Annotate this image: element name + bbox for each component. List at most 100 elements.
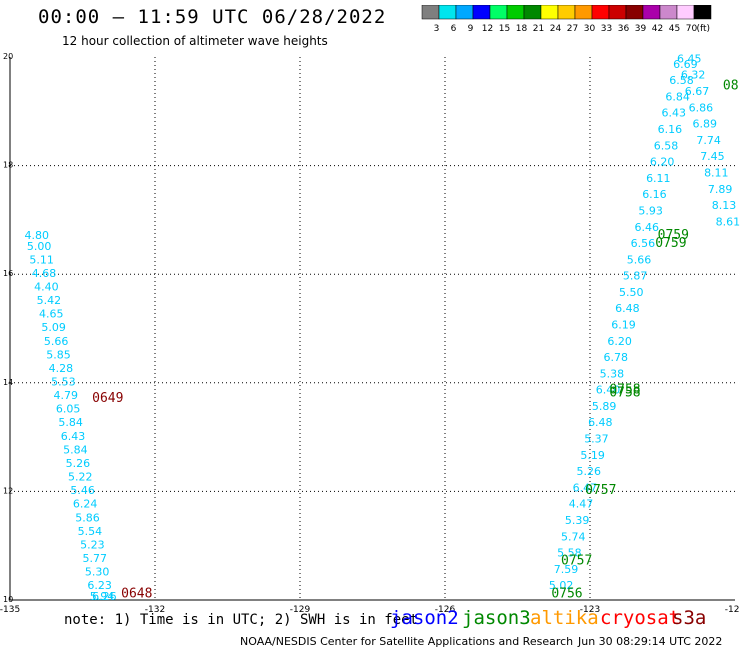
- wave-height-label: 6.26: [92, 590, 117, 603]
- pass-time-label: 0649: [92, 391, 123, 406]
- legend-bin-label: 3: [434, 24, 440, 34]
- legend-bin-label: 21: [533, 24, 544, 34]
- legend-bin-label: 30: [584, 24, 596, 34]
- wave-height-label: 6.78: [604, 351, 629, 364]
- wave-height-label: 4.28: [49, 362, 74, 375]
- wave-height-label: 6.47: [573, 481, 598, 494]
- legend-bin-label: 45: [669, 24, 680, 34]
- wave-height-label: 6.46: [634, 221, 659, 234]
- x-tick-label: -126: [435, 605, 456, 615]
- wave-height-label: 6.20: [607, 335, 632, 348]
- wave-height-label: 6.40: [596, 384, 621, 397]
- legend-bin-label: 33: [601, 24, 612, 34]
- wave-height-label: 5.84: [63, 443, 88, 456]
- wave-height-label: 5.19: [580, 449, 605, 462]
- wave-height-label: 5.39: [565, 514, 590, 527]
- wave-height-label: 6.43: [662, 107, 687, 120]
- wave-height-label: 6.23: [87, 579, 112, 592]
- wave-height-label: 6.24: [73, 498, 98, 511]
- wave-height-label: 4.65: [39, 308, 64, 321]
- wave-height-label: 6.56: [631, 237, 656, 250]
- footer-timestamp: Jun 30 08:29:14 UTC 2022: [578, 635, 723, 648]
- wave-height-label: 5.09: [41, 321, 66, 334]
- wave-height-label: 6.84: [665, 90, 690, 103]
- wave-height-label: 7.74: [696, 134, 721, 147]
- x-tick-label: -132: [145, 605, 165, 615]
- wave-height-label: 5.74: [561, 530, 586, 543]
- wave-height-label: 5.46: [70, 484, 95, 497]
- wave-height-label: 8.61: [716, 215, 740, 228]
- wave-height-label: 5.38: [600, 367, 625, 380]
- legend-bin-label: 39: [635, 24, 647, 34]
- wave-height-label: 6.32: [681, 69, 706, 82]
- wave-height-label: 6.89: [692, 118, 717, 131]
- wave-height-label: 6.69: [673, 58, 698, 71]
- wave-height-label: 5.58: [557, 547, 582, 560]
- legend-bin-label: 36: [618, 24, 630, 34]
- wave-height-label: 6.58: [654, 139, 679, 152]
- wave-height-label: 7.59: [554, 563, 579, 576]
- wave-height-label: 6.48: [615, 302, 640, 315]
- legend-bin-label: 15: [499, 24, 510, 34]
- pass-time-label: 0756: [551, 586, 582, 601]
- wave-height-label: 5.53: [51, 376, 75, 389]
- legend-cryosat: cryosat: [600, 607, 681, 629]
- wave-height-label: 6.45: [677, 52, 702, 65]
- page-subtitle: 12 hour collection of altimeter wave hei…: [62, 34, 328, 48]
- wave-height-label: 8.13: [712, 199, 737, 212]
- wave-height-label: 7.89: [708, 183, 733, 196]
- wave-height-label: 5.26: [576, 465, 601, 478]
- wave-height-label: 6.19: [611, 319, 636, 332]
- wave-height-label: 5.50: [619, 286, 644, 299]
- wave-height-label: 6.43: [61, 430, 86, 443]
- wave-height-label: 7.45: [700, 150, 725, 163]
- legend-bin-label: 70: [686, 24, 698, 34]
- wave-height-label: 5.66: [44, 335, 68, 348]
- footer-credit: NOAA/NESDIS Center for Satellite Applica…: [240, 635, 574, 648]
- pass-time-label: 08: [723, 79, 739, 94]
- wave-height-label: 5.54: [78, 525, 103, 538]
- wave-height-label: 5.86: [75, 511, 100, 524]
- legend-swatch: [693, 5, 712, 20]
- x-tick-label: -135: [0, 605, 20, 615]
- wave-height-label: 5.84: [58, 416, 82, 429]
- wave-height-label: 4.68: [32, 267, 57, 280]
- wave-height-label: 5.37: [584, 433, 609, 446]
- wave-height-label: 5.00: [27, 240, 51, 253]
- wave-height-label: 5.26: [66, 457, 91, 470]
- wave-height-label: 5.11: [29, 253, 54, 266]
- legend-bin-label: 6: [451, 24, 457, 34]
- wave-height-label: 6.16: [658, 123, 683, 136]
- wave-height-label: 5.94: [90, 590, 115, 603]
- x-tick-label: -129: [290, 605, 311, 615]
- wave-height-label: 6.67: [685, 85, 710, 98]
- y-tick-label: 14: [3, 378, 13, 387]
- color-legend: 3 6 9 12 15 18 21 24 27 30 33 36 39 42 45 70 (ft): [421, 5, 712, 34]
- wave-height-label: 8.11: [704, 166, 729, 179]
- y-tick-label: 16: [3, 269, 13, 278]
- wave-height-label: 5.87: [623, 270, 648, 283]
- wave-height-label: 5.89: [592, 400, 617, 413]
- pass-time-label: 0759: [655, 236, 686, 251]
- legend-bin-label: 42: [652, 24, 663, 34]
- legend-bin-label: 9: [468, 24, 474, 34]
- legend-s3a: s3a: [672, 607, 707, 629]
- wave-height-label: 6.86: [689, 101, 714, 114]
- y-tick-label: 20: [3, 52, 13, 61]
- wave-height-label: 6.20: [650, 156, 675, 169]
- wave-height-label: 5.02: [549, 579, 574, 592]
- footer-note: note: 1) Time is in UTC; 2) SWH is in fe…: [64, 612, 419, 628]
- pass-time-label: 0757: [561, 554, 592, 569]
- wave-height-label: 5.93: [638, 204, 663, 217]
- y-tick-label: 12: [3, 486, 13, 495]
- legend-unit-label: (ft): [696, 24, 710, 34]
- wave-height-label: 5.77: [83, 552, 108, 565]
- x-tick-label: -123: [580, 605, 600, 615]
- wave-height-label: 5.66: [627, 253, 652, 266]
- wave-height-label: 4.40: [34, 280, 59, 293]
- wave-height-label: 4.47: [569, 498, 594, 511]
- legend-jason3: jason3: [462, 607, 531, 629]
- wave-height-label: 5.42: [37, 294, 62, 307]
- pass-time-label: 0758: [609, 383, 640, 398]
- wave-height-label: 5.23: [80, 538, 105, 551]
